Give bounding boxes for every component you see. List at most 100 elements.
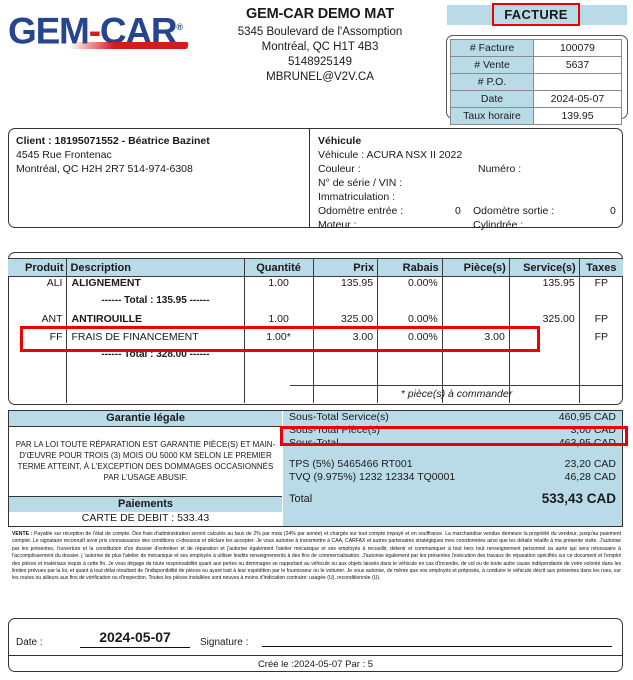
cell-produit [8,385,68,403]
invoice-info-table: # Facture 100079 # Vente 5637 # P.O. Dat… [450,39,622,125]
info-value-date: 2024-05-07 [533,90,622,108]
col-header-description: Description [66,258,245,277]
document-type-badge: FACTURE [492,3,580,26]
total-amount-subtotal: 463,95 CAD [558,437,616,449]
vehicle-row-vehicle: Véhicule : ACURA NSX II 2022 [318,148,618,162]
tax-amount-tps: 23,20 CAD [564,458,616,470]
grand-total-label: Total [289,493,313,505]
client-city-phone: Montréal, QC H2H 2R7 514-974-6308 [16,163,193,175]
cell-taxes: FP [594,331,609,343]
vehicle-label: Véhicule : [318,149,365,161]
cell-line-total: ------ Total : 135.95 ------ [66,295,245,313]
vehicle-number-label: Numéro : [478,163,522,175]
footer-separator [9,655,622,656]
cell-produit: ANT [8,313,68,331]
cell-rabais: 0.00% [377,331,443,349]
cell-produit [8,295,68,313]
total-row-subtotal: Sous-Total 463,95 CAD [283,437,622,450]
info-label-facture: # Facture [450,39,534,57]
col-header-piece: Pièce(s) [442,258,510,277]
bottom-section-frame [8,410,623,527]
logo-registered-mark: ® [176,22,183,32]
order-note: * pièce(s) à commander [290,385,623,400]
company-city: Montréal, QC H1T 4B3 [261,41,379,53]
cell-piece [442,276,510,295]
cell-rabais: 0.00% [377,313,443,331]
warranty-heading: Garantie légale [9,411,282,427]
cell-description: ANTIROUILLE [66,313,245,331]
col-header-produit: Produit [8,258,68,277]
tax-row-tps: TPS (5%) 5465466 RT001 23,20 CAD [283,458,622,471]
info-label-taux-horaire: Taux horaire [450,107,534,125]
signature-input-line[interactable] [262,629,612,647]
total-row-parts: Sous-Total Pièce(s) 3,00 CAD [283,424,622,437]
cell-prix [313,295,379,313]
total-amount-services: 460,95 CAD [558,411,616,423]
table-row: ------ Total : 328.00 ------ [8,349,623,367]
col-header-prix: Prix [313,258,379,277]
payment-amount: 533.43 [177,512,210,524]
cell-quantite [244,367,314,385]
vehicle-displacement-label: Cylindrée : [473,219,524,231]
cell-piece [442,367,510,385]
signature-label: Signature : [200,637,249,648]
total-label-parts: Sous-Total Pièce(s) [289,424,381,436]
info-value-po [533,73,622,91]
info-row-po: # P.O. [450,73,622,91]
info-label-vente: # Vente [450,56,534,74]
signature-date-label: Date : [16,637,43,648]
col-header-quantite: Quantité [244,258,314,277]
cell-prix [313,367,379,385]
cell-piece [442,295,510,313]
info-row-date: Date 2024-05-07 [450,90,622,108]
info-value-facture: 100079 [533,39,622,57]
client-title: Client : 18195071552 - Béatrice Bazinet [16,135,210,147]
cell-quantite: 1.00 [244,276,314,295]
footer-created-text: Créé le :2024-05-07 Par : 5 [257,659,374,670]
cell-line-total: ------ Total : 328.00 ------ [66,349,245,367]
cell-piece [442,313,510,331]
payments-heading: Paiements [9,496,282,512]
cell-taxes [579,367,623,385]
company-email: MBRUNEL@V2V.CA [266,71,374,83]
cell-taxes [579,295,623,313]
invoice-header: GEM-CAR® GEM-CAR DEMO MAT 5345 Boulevard… [0,0,633,125]
grand-total-row: Total 533,43 CAD [283,491,622,511]
payment-line: CARTE DE DEBIT : 533.43 [9,512,282,526]
table-row[interactable]: ALI ALIGNEMENT 1.00 135.95 0.00% 135.95 … [8,276,623,295]
client-vehicle-box [8,128,623,228]
company-phone: 5148925149 [288,56,352,68]
cell-taxes: FP [594,277,609,289]
vehicle-odometer-in-label: Odomètre entrée : [318,205,404,217]
client-block: Client : 18195071552 - Béatrice Bazinet … [16,134,301,176]
info-row-facture: # Facture 100079 [450,39,622,57]
logo-swoosh-decoration [69,42,189,49]
vehicle-odometer-out-value: 0 [610,205,616,217]
warranty-text: PAR LA LOI TOUTE RÉPARATION EST GARANTIE… [15,440,276,482]
cell-rabais [377,349,443,367]
table-row-empty [8,385,623,403]
cell-service [509,367,580,385]
legal-terms-text: VENTE : Payable sur réception de l'état … [12,531,621,613]
vehicle-odometer-in-value: 0 [455,205,461,217]
info-value-vente: 5637 [533,56,622,74]
table-row-financing-fee[interactable]: FF FRAIS DE FINANCEMENT 1.00* 3.00 0.00%… [8,331,623,349]
cell-produit: ALI [8,276,68,295]
vehicle-heading: Véhicule [318,135,362,147]
cell-description: FRAIS DE FINANCEMENT [66,331,245,349]
total-amount-parts: 3,00 CAD [570,424,616,436]
vehicle-odometer-out-label: Odomètre sortie : [473,205,555,217]
company-address: 5345 Boulevard de l'Assomption [237,26,403,38]
vehicle-immat-label: Immatriculation : [318,191,396,203]
cell-description: ALIGNEMENT [66,276,245,295]
tax-label-tvq: TVQ (9.975%) 1232 12334 TQ0001 [289,471,456,483]
cell-produit [8,367,68,385]
cell-prix [313,385,379,403]
info-label-date: Date [450,90,534,108]
cell-service: 325.00 [509,313,580,331]
cell-quantite [244,349,314,367]
cell-rabais: 0.00% [377,276,443,295]
cell-service [509,295,580,313]
table-row[interactable]: ANT ANTIROUILLE 1.00 325.00 0.00% 325.00… [8,313,623,331]
